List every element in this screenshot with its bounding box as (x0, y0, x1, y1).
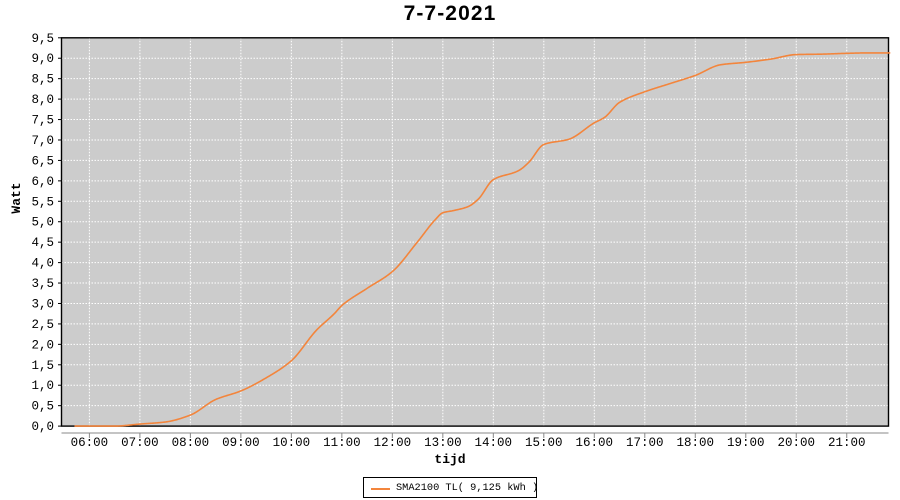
svg-text:08:00: 08:00 (172, 436, 210, 450)
svg-text:15:00: 15:00 (525, 436, 563, 450)
svg-text:16:00: 16:00 (576, 436, 614, 450)
svg-text:0,0: 0,0 (31, 420, 54, 434)
svg-text:19:00: 19:00 (727, 436, 765, 450)
svg-text:3,0: 3,0 (31, 297, 54, 311)
svg-text:2,0: 2,0 (31, 338, 54, 352)
svg-text:6,5: 6,5 (31, 154, 54, 168)
svg-text:17:00: 17:00 (626, 436, 664, 450)
svg-text:7,5: 7,5 (31, 114, 54, 128)
svg-text:4,5: 4,5 (31, 236, 54, 250)
svg-text:8,5: 8,5 (31, 73, 54, 87)
svg-text:21:00: 21:00 (828, 436, 866, 450)
svg-text:06:00: 06:00 (71, 436, 109, 450)
svg-text:2,5: 2,5 (31, 318, 54, 332)
svg-text:5,0: 5,0 (31, 216, 54, 230)
svg-text:6,0: 6,0 (31, 175, 54, 189)
svg-text:0,5: 0,5 (31, 400, 54, 414)
svg-text:3,5: 3,5 (31, 277, 54, 291)
svg-text:4,0: 4,0 (31, 257, 54, 271)
svg-text:7,0: 7,0 (31, 134, 54, 148)
svg-text:8,0: 8,0 (31, 93, 54, 107)
svg-text:5,5: 5,5 (31, 195, 54, 209)
svg-text:9,0: 9,0 (31, 52, 54, 66)
svg-text:13:00: 13:00 (424, 436, 462, 450)
svg-text:1,0: 1,0 (31, 379, 54, 393)
svg-text:14:00: 14:00 (475, 436, 513, 450)
svg-text:1,5: 1,5 (31, 359, 54, 373)
svg-text:12:00: 12:00 (374, 436, 412, 450)
svg-text:09:00: 09:00 (222, 436, 260, 450)
svg-text:20:00: 20:00 (778, 436, 816, 450)
svg-text:10:00: 10:00 (273, 436, 311, 450)
svg-text:9,5: 9,5 (31, 32, 54, 46)
svg-text:18:00: 18:00 (677, 436, 715, 450)
svg-text:11:00: 11:00 (323, 436, 361, 450)
svg-text:07:00: 07:00 (121, 436, 159, 450)
